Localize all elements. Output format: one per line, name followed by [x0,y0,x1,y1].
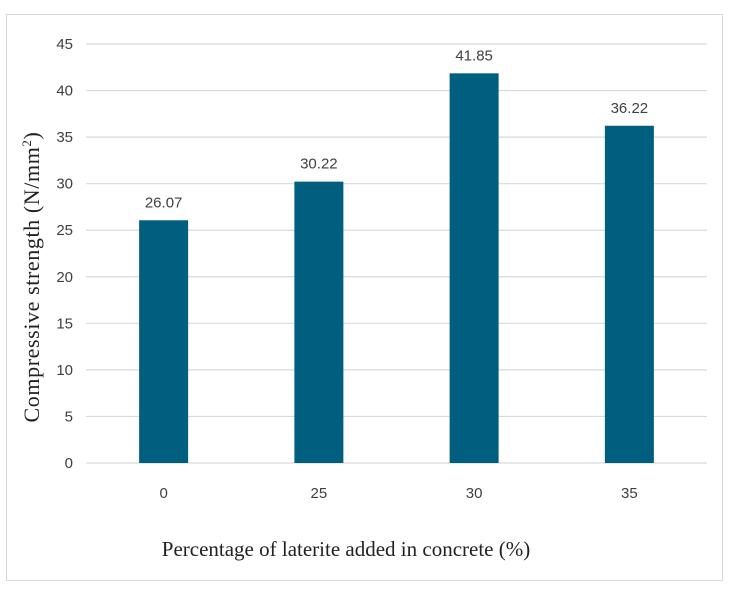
y-tick-label: 15 [56,315,73,332]
x-axis-title: Percentage of laterite added in concrete… [162,537,530,561]
bar [294,181,344,463]
y-tick-label: 5 [65,408,73,425]
x-tick-label: 25 [311,485,328,502]
bars [139,73,654,463]
gridlines [86,43,707,464]
data-labels: 26.07 30.22 41.85 36.22 [145,47,648,211]
y-axis-title-close: ) [19,132,44,140]
data-label: 36.22 [611,100,649,117]
bar [604,125,654,463]
y-tick-label: 45 [56,36,73,53]
y-tick-label: 30 [56,176,73,193]
y-axis-title-superscript: 2 [19,139,34,146]
data-label: 26.07 [145,194,183,211]
y-axis-title-main: Compressive strength (N/mm [19,147,44,423]
x-tick-label: 0 [159,485,167,502]
x-tick-label: 30 [466,485,483,502]
y-tick-label: 20 [56,269,73,286]
y-tick-label: 40 [56,83,73,100]
y-tick-label: 0 [65,455,73,472]
data-label: 41.85 [455,47,493,64]
chart-frame [6,14,723,581]
y-axis-tick-labels: 0 5 10 15 20 25 30 35 40 45 [56,36,73,472]
y-tick-label: 10 [56,362,73,379]
bar [449,73,499,463]
y-axis-title: Compressive strength (N/mm2) [19,132,44,423]
x-tick-label: 35 [621,485,638,502]
x-axis-tick-labels: 0 25 30 35 [159,485,637,502]
bar [139,220,189,463]
data-label: 30.22 [300,156,338,173]
y-tick-label: 35 [56,129,73,146]
y-tick-label: 25 [56,222,73,239]
